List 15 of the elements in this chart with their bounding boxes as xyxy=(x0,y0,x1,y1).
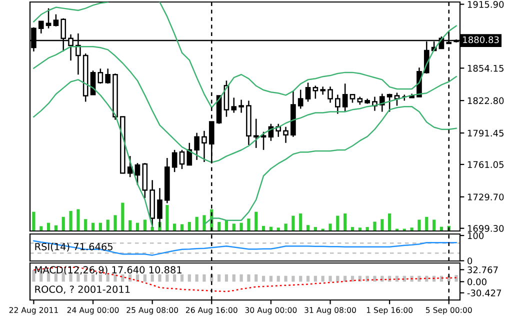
y-tick-label: 32.767 xyxy=(468,266,498,274)
y-tick-label: 1791.45 xyxy=(468,130,504,137)
y-tick-label: 1915.90 xyxy=(468,1,504,8)
y-tick-label: -30.427 xyxy=(467,290,502,296)
y-tick-label: 1699.30 xyxy=(468,225,504,232)
annotation: RSI(14) 71.6465 xyxy=(35,242,112,252)
y-tick-label: 100 xyxy=(468,232,484,240)
y-tick-label: 0 xyxy=(468,257,472,264)
y-tick-label: 1761.05 xyxy=(468,161,504,168)
y-tick-label: 1854.15 xyxy=(468,64,504,72)
y-tick-label: 1822.80 xyxy=(468,97,504,104)
y-tick-label: 1729.70 xyxy=(468,194,504,200)
annotation: ROCO, ? 2001-2011 xyxy=(35,286,130,294)
ref-line-label: 1880.83 xyxy=(463,36,499,44)
y-tick-label: 0.00 xyxy=(468,278,486,286)
